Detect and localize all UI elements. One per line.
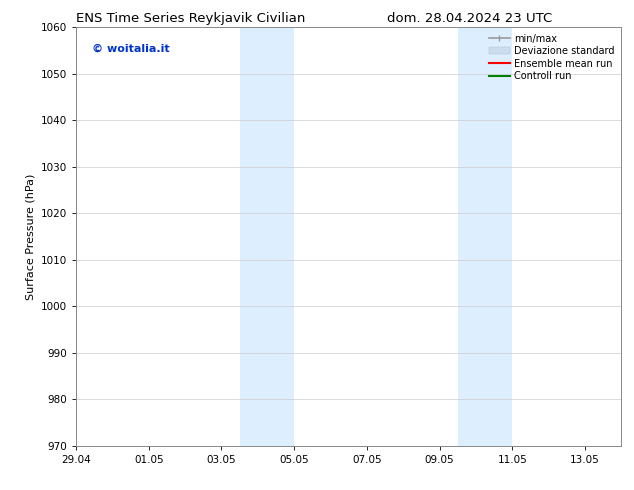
Text: dom. 28.04.2024 23 UTC: dom. 28.04.2024 23 UTC: [387, 12, 552, 25]
Bar: [240, 27, 294, 446]
Text: © woitalia.it: © woitalia.it: [93, 44, 170, 54]
Y-axis label: Surface Pressure (hPa): Surface Pressure (hPa): [25, 173, 36, 299]
Bar: [458, 27, 512, 446]
Text: ENS Time Series Reykjavik Civilian: ENS Time Series Reykjavik Civilian: [75, 12, 305, 25]
Legend: min/max, Deviazione standard, Ensemble mean run, Controll run: min/max, Deviazione standard, Ensemble m…: [487, 32, 616, 83]
